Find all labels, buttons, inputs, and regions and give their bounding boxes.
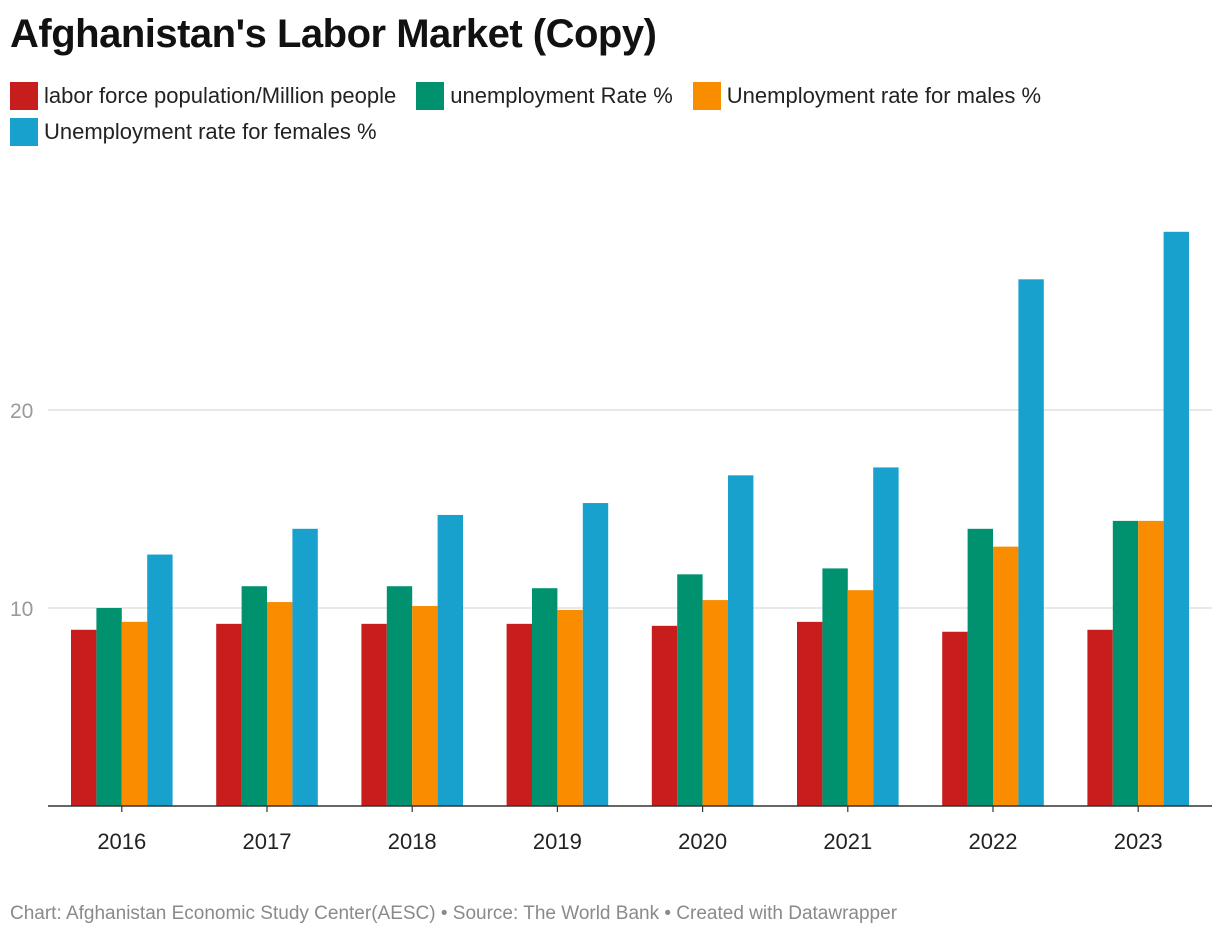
bar [967,528,993,806]
bar [942,631,968,806]
x-tick-label: 2022 [969,829,1018,854]
x-tick-label: 2020 [678,829,727,854]
bar [71,629,97,806]
bar [728,475,754,806]
bar [797,621,823,806]
bar [292,528,318,806]
legend: labor force population/Million people une… [10,82,1210,146]
bar [1087,629,1113,806]
legend-swatch [10,82,38,110]
x-tick-label: 2016 [97,829,146,854]
bar [216,623,242,806]
x-tick-label: 2021 [823,829,872,854]
bar [993,546,1019,806]
bar [677,574,703,806]
chart-footer: Chart: Afghanistan Economic Study Center… [10,903,898,924]
y-tick-label: 10 [10,598,33,621]
bar [506,623,532,806]
bar [1163,231,1189,807]
legend-label: Unemployment rate for females % [44,119,377,144]
x-tick-label: 2018 [388,829,437,854]
bar [386,586,413,806]
bar [1138,520,1164,806]
bar [1112,520,1139,806]
bar [873,467,899,806]
bar [582,503,609,806]
bar [147,554,173,806]
bar [96,608,122,806]
legend-item: labor force population/Million people [10,82,396,110]
legend-swatch [10,118,38,146]
chart-title: Afghanistan's Labor Market (Copy) [10,12,657,56]
x-tick-label: 2017 [243,829,292,854]
bar [651,625,678,806]
legend-item: Unemployment rate for males % [692,82,1042,110]
legend-label: unemployment Rate % [450,83,673,108]
legend-swatch [692,82,721,110]
bar [121,621,148,806]
bar [412,606,438,806]
bar [361,623,387,806]
bar [847,590,874,806]
y-tick-label: 20 [10,400,33,423]
x-tick-label: 2019 [533,829,582,854]
legend-item: unemployment Rate % [416,82,673,110]
bar [1018,279,1044,806]
bar [557,609,583,806]
legend-item: Unemployment rate for females % [10,118,377,146]
bar [532,588,558,806]
x-tick-label: 2023 [1114,829,1163,854]
legend-label: labor force population/Million people [44,83,397,108]
bar [822,568,848,806]
bar [702,600,728,806]
legend-label: Unemployment rate for males % [726,83,1042,108]
bar [241,586,267,806]
bar [437,514,463,806]
bar [267,602,293,806]
legend-swatch [416,82,445,110]
